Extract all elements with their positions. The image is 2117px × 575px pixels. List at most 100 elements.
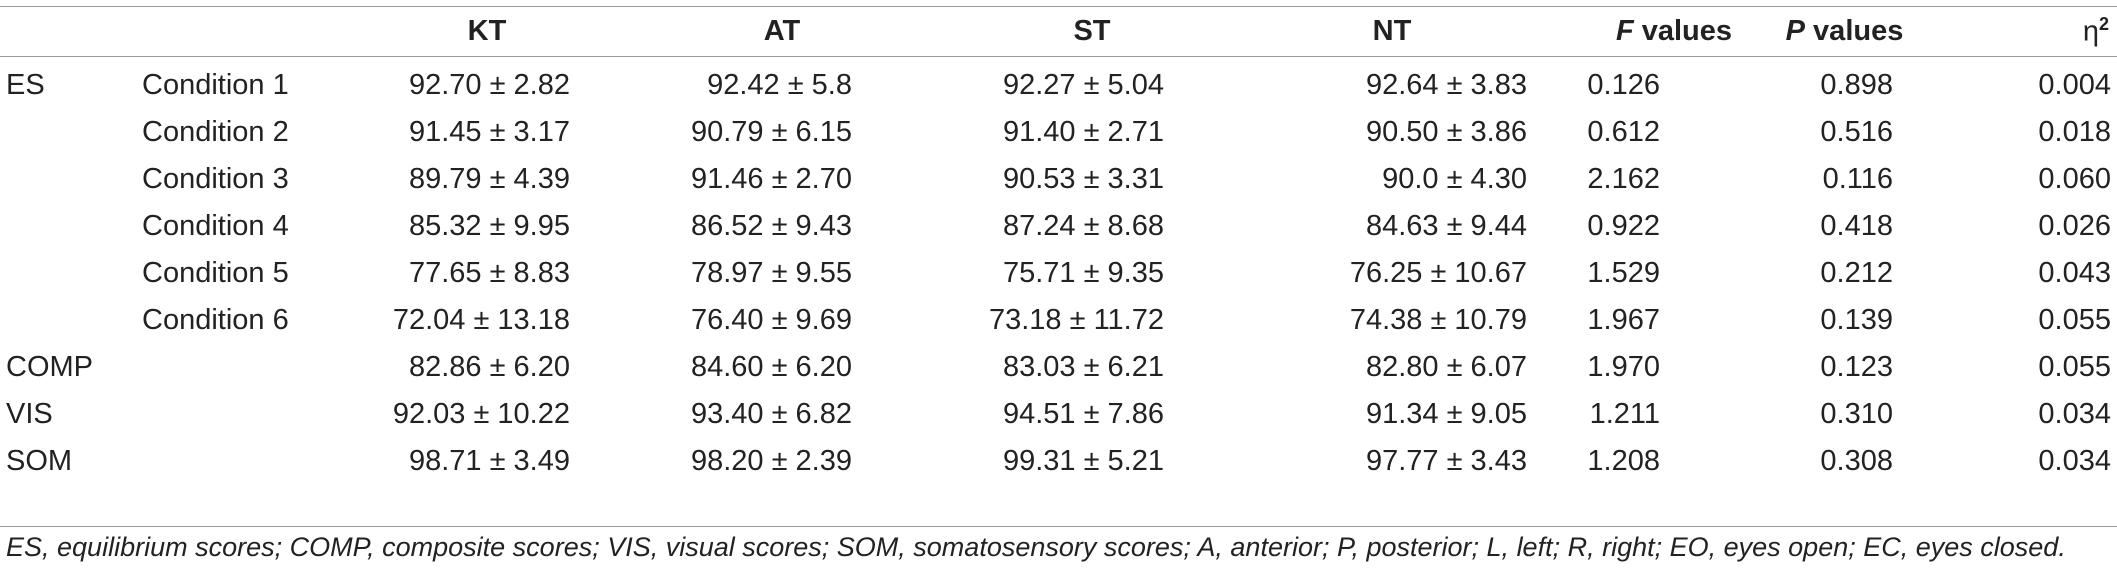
cell-st: 90.53 ± 3.31 xyxy=(1002,163,1164,195)
cell-st: 75.71 ± 9.35 xyxy=(1002,257,1164,289)
table-row: Condition 4 85.32 ± 9.95 86.52 ± 9.43 87.24… xyxy=(0,203,2117,250)
cell-group xyxy=(0,156,142,203)
cell-eta-squared: 0.034 xyxy=(2038,398,2111,430)
header-at: AT xyxy=(763,15,801,47)
cell-p-value: 0.898 xyxy=(1820,69,1893,101)
table-row: Condition 2 91.45 ± 3.17 90.79 ± 6.15 91.40… xyxy=(0,109,2117,156)
cell-p-value: 0.310 xyxy=(1820,398,1893,430)
cell-kt: 72.04 ± 13.18 xyxy=(392,304,570,336)
cell-p-value: 0.212 xyxy=(1820,257,1893,289)
cell-at: 93.40 ± 6.82 xyxy=(690,398,852,430)
table-row: ES Condition 1 92.70 ± 2.82 92.42 ± 5.8 92.2… xyxy=(0,56,2117,109)
cell-kt: 89.79 ± 4.39 xyxy=(408,163,570,195)
table-row: VIS 92.03 ± 10.22 93.40 ± 6.82 94.51 ± 7.86… xyxy=(0,391,2117,438)
cell-st: 99.31 ± 5.21 xyxy=(1002,445,1164,477)
cell-p-value: 0.116 xyxy=(1822,163,1893,195)
cell-eta-squared: 0.055 xyxy=(2038,304,2111,336)
cell-p-value: 0.123 xyxy=(1820,351,1893,383)
cell-nt: 74.38 ± 10.79 xyxy=(1349,304,1527,336)
cell-group xyxy=(0,109,142,156)
header-p-values: P values xyxy=(1732,7,1957,56)
cell-eta-squared: 0.060 xyxy=(2038,163,2111,195)
header-f-values: F values xyxy=(1532,7,1732,56)
cell-st: 73.18 ± 11.72 xyxy=(988,304,1164,336)
cell-group xyxy=(0,250,142,297)
header-rule xyxy=(0,56,2117,57)
cell-eta-squared: 0.004 xyxy=(2038,69,2111,101)
table-row: COMP 82.86 ± 6.20 84.60 ± 6.20 83.03 ± 6.21… xyxy=(0,344,2117,391)
cell-st: 91.40 ± 2.71 xyxy=(1002,116,1164,148)
cell-f-value: 1.211 xyxy=(1589,398,1660,430)
header-f-symbol: F xyxy=(1615,15,1634,47)
cell-nt: 84.63 ± 9.44 xyxy=(1365,210,1527,242)
cell-at: 78.97 ± 9.55 xyxy=(690,257,852,289)
cell-condition: Condition 2 xyxy=(142,116,289,148)
cell-f-value: 0.612 xyxy=(1587,116,1660,148)
cell-eta-squared: 0.026 xyxy=(2038,210,2111,242)
table-footnote: ES, equilibrium scores; COMP, composite … xyxy=(6,532,2066,562)
cell-eta-squared: 0.018 xyxy=(2038,116,2111,148)
cell-group xyxy=(0,297,142,344)
table-row: SOM 98.71 ± 3.49 98.20 ± 2.39 99.31 ± 5.21 9… xyxy=(0,438,2117,485)
cell-kt: 77.65 ± 8.83 xyxy=(408,257,570,289)
cell-kt: 85.32 ± 9.95 xyxy=(408,210,570,242)
cell-f-value: 0.126 xyxy=(1587,69,1660,101)
cell-condition: Condition 6 xyxy=(142,304,289,336)
cell-nt: 92.64 ± 3.83 xyxy=(1365,69,1527,101)
cell-kt: 91.45 ± 3.17 xyxy=(408,116,570,148)
cell-nt: 90.0 ± 4.30 xyxy=(1382,163,1527,195)
header-kt: KT xyxy=(467,15,507,47)
cell-group xyxy=(0,203,142,250)
cell-p-value: 0.516 xyxy=(1820,116,1893,148)
cell-eta-squared: 0.034 xyxy=(2038,445,2111,477)
cell-at: 84.60 ± 6.20 xyxy=(690,351,852,383)
header-st: ST xyxy=(1073,15,1111,47)
cell-st: 83.03 ± 6.21 xyxy=(1002,351,1164,383)
cell-at: 98.20 ± 2.39 xyxy=(690,445,852,477)
cell-f-value: 1.970 xyxy=(1587,351,1660,383)
header-eta-squared: η2 xyxy=(1957,7,2117,56)
header-p-symbol: P xyxy=(1785,15,1805,47)
cell-group: ES xyxy=(6,69,45,101)
cell-p-value: 0.418 xyxy=(1820,210,1893,242)
header-row: KT AT ST NT F values P values η2 xyxy=(0,7,2117,56)
cell-f-value: 1.967 xyxy=(1587,304,1660,336)
header-eta-symbol: η xyxy=(2082,15,2099,48)
cell-st: 92.27 ± 5.04 xyxy=(1002,69,1164,101)
header-nt: NT xyxy=(1372,15,1412,47)
table-body: ES Condition 1 92.70 ± 2.82 92.42 ± 5.8 92.2… xyxy=(0,56,2117,485)
cell-p-value: 0.308 xyxy=(1820,445,1893,477)
table-row: Condition 6 72.04 ± 13.18 76.40 ± 9.69 73.1… xyxy=(0,297,2117,344)
cell-f-value: 0.922 xyxy=(1587,210,1660,242)
header-condition xyxy=(142,7,342,56)
cell-condition xyxy=(142,438,342,485)
table-row: Condition 5 77.65 ± 8.83 78.97 ± 9.55 75.71… xyxy=(0,250,2117,297)
cell-condition: Condition 4 xyxy=(142,210,289,242)
cell-st: 94.51 ± 7.86 xyxy=(1002,398,1164,430)
cell-group: VIS xyxy=(6,398,53,430)
header-p-text: values xyxy=(1805,15,1904,47)
cell-at: 90.79 ± 6.15 xyxy=(690,116,852,148)
cell-group: COMP xyxy=(6,351,93,383)
cell-eta-squared: 0.055 xyxy=(2038,351,2111,383)
bottom-rule xyxy=(0,526,2117,527)
cell-nt: 90.50 ± 3.86 xyxy=(1365,116,1527,148)
cell-condition xyxy=(142,391,342,438)
cell-kt: 98.71 ± 3.49 xyxy=(408,445,570,477)
cell-nt: 97.77 ± 3.43 xyxy=(1365,445,1527,477)
cell-condition: Condition 3 xyxy=(142,163,289,195)
cell-condition: Condition 1 xyxy=(142,69,289,101)
cell-condition xyxy=(142,344,342,391)
cell-p-value: 0.139 xyxy=(1820,304,1893,336)
cell-kt: 92.03 ± 10.22 xyxy=(392,398,570,430)
cell-group: SOM xyxy=(6,445,73,477)
header-eta-exponent: 2 xyxy=(2098,14,2109,35)
cell-at: 86.52 ± 9.43 xyxy=(690,210,852,242)
cell-nt: 82.80 ± 6.07 xyxy=(1365,351,1527,383)
header-f-text: values xyxy=(1633,15,1732,47)
results-table: KT AT ST NT F values P values η2 ES Condi… xyxy=(0,7,2117,485)
cell-f-value: 1.529 xyxy=(1587,257,1660,289)
top-rule xyxy=(0,6,2117,7)
cell-at: 92.42 ± 5.8 xyxy=(707,69,852,101)
